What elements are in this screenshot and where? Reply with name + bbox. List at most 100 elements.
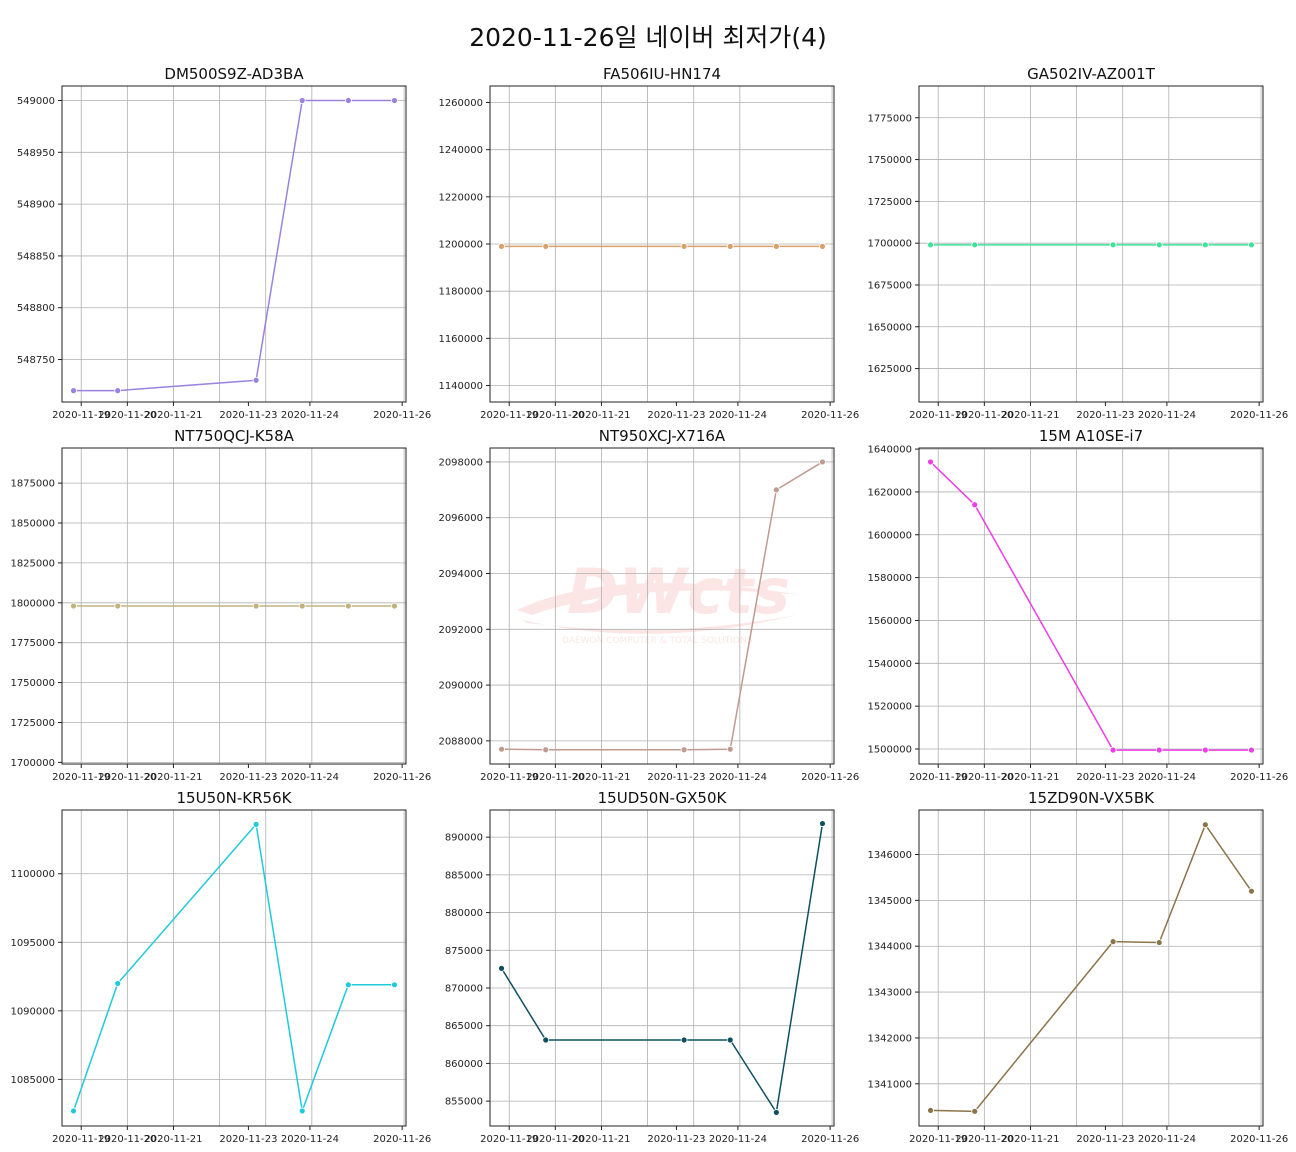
y-tick-label: 1580000 — [867, 573, 912, 584]
y-tick-label: 1620000 — [867, 487, 912, 498]
chart-panel-5: NT950XCJ-X716A2020-11-192020-11-202020-1… — [438, 427, 859, 783]
x-tick-label: 2020-11-24 — [1138, 772, 1196, 783]
data-point — [344, 602, 352, 610]
x-tick-label: 2020-11-20 — [955, 772, 1013, 783]
y-tick-label: 548850 — [17, 251, 55, 262]
x-tick-label: 2020-11-26 — [373, 1134, 431, 1145]
y-tick-label: 1100000 — [10, 869, 55, 880]
y-tick-label: 1725000 — [867, 197, 912, 208]
data-point — [927, 1107, 934, 1114]
x-tick-label: 2020-11-21 — [572, 1134, 630, 1145]
x-tick-label: 2020-11-26 — [801, 1134, 859, 1145]
data-point — [680, 746, 688, 754]
chart-panel-9: 15ZD90N-VX5BK2020-11-192020-11-202020-11… — [867, 789, 1288, 1145]
data-point — [114, 602, 122, 610]
y-tick-label: 870000 — [445, 983, 483, 994]
x-tick-label: 2020-11-19 — [52, 772, 110, 783]
plot-frame — [489, 85, 835, 403]
data-point — [772, 242, 780, 250]
x-tick-label: 2020-11-24 — [709, 410, 767, 421]
x-tick-label: 2020-11-26 — [801, 772, 859, 783]
y-tick-label: 2088000 — [438, 736, 483, 747]
data-point — [298, 97, 306, 104]
x-tick-label: 2020-11-19 — [52, 1134, 110, 1145]
data-point — [70, 602, 77, 610]
x-tick-label: 2020-11-24 — [709, 1134, 767, 1145]
data-point — [927, 458, 934, 466]
x-tick-label: 2020-11-24 — [709, 772, 767, 783]
data-point — [542, 746, 550, 754]
y-tick-label: 1700000 — [10, 758, 55, 769]
data-point — [391, 602, 398, 610]
plot-frame — [489, 447, 835, 765]
x-tick-label: 2020-11-23 — [647, 1134, 705, 1145]
y-tick-label: 2094000 — [438, 569, 483, 580]
y-tick-label: 1240000 — [438, 145, 483, 156]
y-tick-label: 1200000 — [438, 240, 483, 251]
x-tick-label: 2020-11-23 — [219, 1134, 277, 1145]
data-point — [1155, 241, 1163, 249]
y-tick-label: 1775000 — [867, 113, 912, 124]
y-tick-label: 1540000 — [867, 659, 912, 670]
data-point — [498, 745, 505, 753]
x-tick-label: 2020-11-26 — [373, 772, 431, 783]
chart-title: 15U50N-KR56K — [177, 789, 293, 807]
chart-panel-1: DM500S9Z-AD3BA2020-11-192020-11-202020-1… — [17, 65, 431, 421]
chart-title: NT950XCJ-X716A — [599, 427, 726, 445]
x-tick-label: 2020-11-21 — [1001, 1134, 1059, 1145]
data-point — [1248, 241, 1255, 249]
y-tick-label: 1560000 — [867, 616, 912, 627]
data-point — [344, 97, 352, 104]
x-tick-label: 2020-11-20 — [526, 410, 584, 421]
x-tick-label: 2020-11-21 — [144, 1134, 202, 1145]
x-tick-label: 2020-11-26 — [1230, 772, 1288, 783]
y-tick-label: 1090000 — [10, 1006, 55, 1017]
data-point — [542, 242, 550, 250]
y-tick-label: 1700000 — [867, 239, 912, 250]
plot-frame — [61, 809, 407, 1127]
y-tick-label: 1800000 — [10, 598, 55, 609]
y-tick-label: 1342000 — [867, 1033, 912, 1044]
x-tick-label: 2020-11-24 — [281, 410, 339, 421]
x-tick-label: 2020-11-21 — [1001, 772, 1059, 783]
chart-title: 15UD50N-GX50K — [598, 789, 728, 807]
y-tick-label: 1085000 — [10, 1075, 55, 1086]
y-tick-label: 1180000 — [438, 287, 483, 298]
y-tick-label: 1600000 — [867, 530, 912, 541]
y-tick-label: 1346000 — [867, 850, 912, 861]
y-tick-label: 1520000 — [867, 702, 912, 713]
y-tick-label: 548750 — [17, 355, 55, 366]
data-point — [298, 602, 306, 610]
chart-panel-8: 15UD50N-GX50K2020-11-192020-11-202020-11… — [445, 789, 859, 1145]
data-point — [70, 387, 77, 395]
x-tick-label: 2020-11-23 — [219, 410, 277, 421]
data-point — [1201, 241, 1209, 249]
data-point — [542, 1036, 550, 1044]
y-tick-label: 860000 — [445, 1059, 483, 1070]
chart-panel-2: FA506IU-HN1742020-11-192020-11-202020-11… — [438, 65, 859, 421]
chart-panel-6: 15M A10SE-i72020-11-192020-11-202020-11-… — [867, 427, 1288, 783]
chart-title: GA502IV-AZ001T — [1027, 65, 1156, 83]
x-tick-label: 2020-11-19 — [52, 410, 110, 421]
data-point — [1109, 746, 1117, 754]
data-point — [726, 1036, 734, 1044]
data-point — [1248, 746, 1255, 754]
x-tick-label: 2020-11-20 — [526, 772, 584, 783]
chart-panel-3: GA502IV-AZ001T2020-11-192020-11-202020-1… — [867, 65, 1288, 421]
data-point — [680, 242, 688, 250]
x-tick-label: 2020-11-24 — [281, 1134, 339, 1145]
y-tick-label: 1260000 — [438, 98, 483, 109]
y-tick-label: 1750000 — [867, 155, 912, 166]
y-tick-label: 1750000 — [10, 678, 55, 689]
y-tick-label: 1343000 — [867, 988, 912, 999]
data-point — [391, 981, 398, 989]
data-point — [819, 820, 826, 827]
series-line — [930, 823, 1253, 1113]
x-tick-label: 2020-11-19 — [909, 1134, 967, 1145]
data-point — [680, 1036, 688, 1044]
x-tick-label: 2020-11-20 — [98, 410, 156, 421]
y-tick-label: 548950 — [17, 148, 55, 159]
data-point — [1109, 241, 1117, 249]
x-tick-label: 2020-11-24 — [1138, 410, 1196, 421]
